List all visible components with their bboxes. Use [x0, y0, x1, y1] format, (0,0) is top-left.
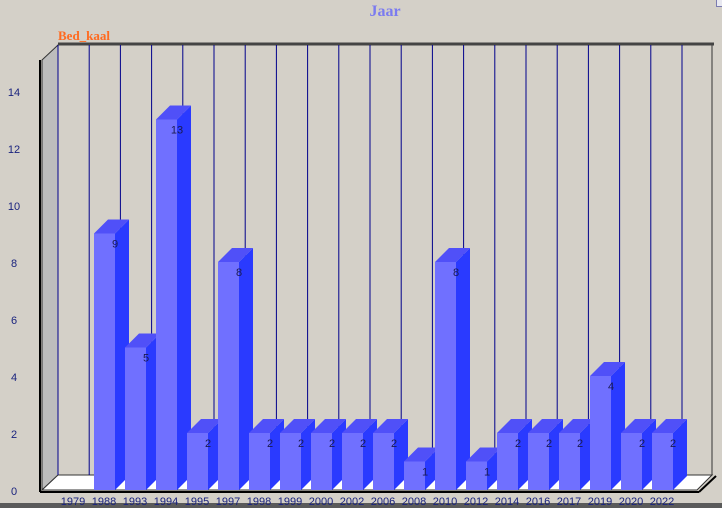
bar [466, 461, 487, 490]
x-tick-label: 1998 [247, 496, 271, 508]
data-label: 2 [360, 438, 366, 450]
data-label: 2 [670, 438, 676, 450]
bar [218, 262, 239, 490]
y-tick-label: 2 [11, 429, 17, 441]
bar [590, 376, 611, 490]
floor-edge [698, 475, 717, 493]
x-tick-label: 1994 [154, 496, 178, 508]
bar-top [590, 362, 625, 376]
bar-top [156, 105, 191, 120]
data-label: 2 [577, 438, 583, 450]
x-tick-label: 1979 [61, 496, 85, 508]
bottom-border [0, 503, 722, 508]
bar-top [311, 419, 346, 433]
series-label: Bed_kaal [58, 28, 111, 43]
bar-top [373, 419, 408, 433]
bar-top [497, 419, 532, 433]
bar [125, 347, 146, 490]
data-label: 2 [546, 438, 552, 450]
bar [94, 233, 115, 490]
x-tick-label: 2012 [464, 496, 488, 508]
left-wall [41, 43, 59, 492]
data-label: 4 [608, 381, 614, 393]
data-label: 9 [112, 239, 118, 251]
data-label: 13 [171, 125, 183, 137]
data-label: 8 [236, 267, 242, 279]
bar-top [466, 447, 501, 462]
bar-top [280, 419, 315, 433]
bar-top [218, 248, 253, 262]
x-tick-label: 2020 [619, 496, 643, 508]
data-label: 8 [453, 267, 459, 279]
bar-top [342, 419, 377, 433]
y-tick-label: 8 [11, 258, 17, 270]
bar [404, 461, 425, 490]
bar [528, 433, 549, 490]
y-tick-label: 0 [11, 486, 17, 498]
bar-top [559, 419, 594, 433]
bar-side [673, 419, 687, 490]
x-tick-label: 2002 [340, 496, 364, 508]
bar-top [94, 219, 129, 234]
bar [280, 433, 301, 490]
x-tick-label: 2010 [433, 496, 457, 508]
bar [187, 433, 208, 490]
bar-top [404, 447, 439, 462]
bar [559, 433, 580, 490]
data-label: 2 [391, 438, 397, 450]
y-tick-label: 14 [8, 87, 20, 99]
data-label: 2 [298, 438, 304, 450]
bar-side [177, 105, 191, 490]
bar-top [125, 333, 160, 348]
data-label: 5 [143, 353, 149, 365]
x-tick-label: 1997 [216, 496, 240, 508]
data-label: 2 [329, 438, 335, 450]
chart-title: Jaar [369, 3, 401, 20]
y-tick-label: 10 [8, 201, 20, 213]
bar [342, 433, 363, 490]
bar [156, 119, 177, 490]
data-label: 2 [515, 438, 521, 450]
bar [249, 433, 270, 490]
data-label: 2 [205, 438, 211, 450]
bar-top [187, 419, 222, 433]
bar-top [621, 419, 656, 433]
data-label: 1 [484, 467, 490, 479]
y-tick-label: 6 [11, 315, 17, 327]
x-tick-label: 1995 [185, 496, 209, 508]
bar-top [249, 419, 284, 433]
bar-top [528, 419, 563, 433]
y-tick-label: 12 [8, 144, 20, 156]
data-label: 2 [639, 438, 645, 450]
bar [373, 433, 394, 490]
x-tick-label: 2000 [309, 496, 333, 508]
x-tick-label: 2006 [371, 496, 395, 508]
x-tick-label: 2017 [557, 496, 581, 508]
x-tick-label: 1988 [92, 496, 116, 508]
bar-top [652, 419, 687, 433]
window-corner [716, 0, 722, 7]
data-label: 1 [422, 467, 428, 479]
bar [652, 433, 673, 490]
bar [311, 433, 332, 490]
bar [621, 433, 642, 490]
x-tick-label: 1993 [123, 496, 147, 508]
x-tick-label: 2019 [588, 496, 612, 508]
bar [497, 433, 518, 490]
bar-side [239, 248, 253, 490]
bar-side [456, 248, 470, 490]
x-tick-label: 2014 [495, 496, 519, 508]
y-tick-label: 4 [11, 372, 17, 384]
bar [435, 262, 456, 490]
bar-top [435, 248, 470, 262]
data-label: 2 [267, 438, 273, 450]
x-tick-label: 1999 [278, 496, 302, 508]
x-tick-label: 2022 [650, 496, 674, 508]
x-tick-label: 2016 [526, 496, 550, 508]
x-tick-label: 2008 [402, 496, 426, 508]
